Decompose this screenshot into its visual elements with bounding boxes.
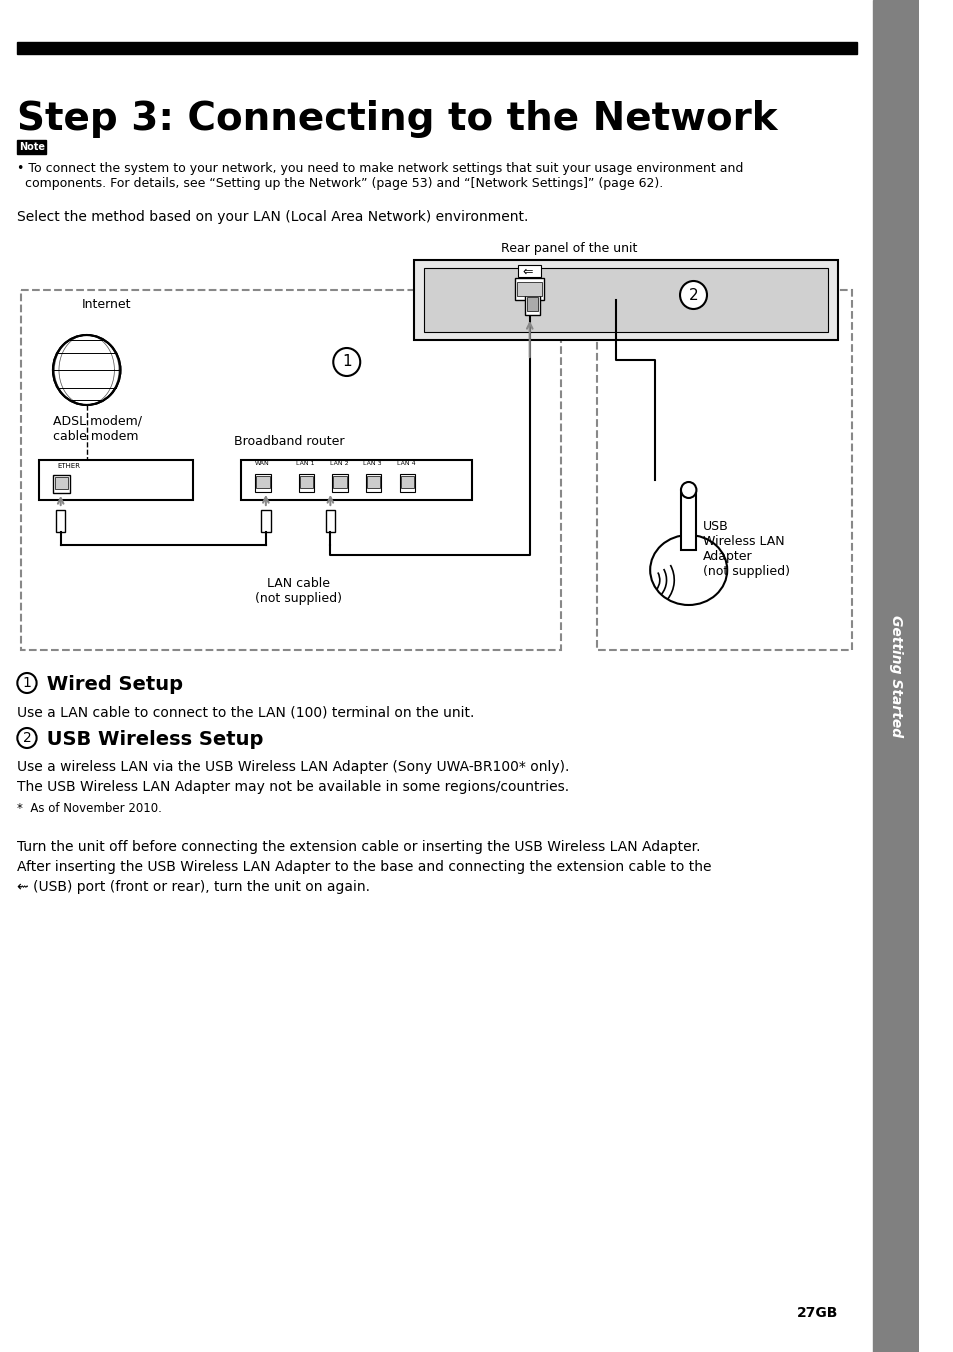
Bar: [56, 510, 66, 531]
Bar: [240, 460, 472, 500]
Bar: [517, 265, 540, 277]
Text: WAN: WAN: [254, 461, 269, 466]
Text: Note: Note: [19, 142, 45, 151]
Bar: [423, 268, 827, 333]
Circle shape: [17, 727, 36, 748]
Text: The USB Wireless LAN Adapter may not be available in some regions/countries.: The USB Wireless LAN Adapter may not be …: [17, 780, 569, 794]
Bar: [21, 289, 560, 650]
Bar: [399, 475, 415, 492]
Text: Use a wireless LAN via the USB Wireless LAN Adapter (Sony UWA-BR100* only).: Use a wireless LAN via the USB Wireless …: [17, 760, 569, 773]
Text: Getting Started: Getting Started: [888, 615, 902, 737]
Text: Turn the unit off before connecting the extension cable or inserting the USB Wir: Turn the unit off before connecting the …: [17, 840, 700, 854]
Text: Select the method based on your LAN (Local Area Network) environment.: Select the method based on your LAN (Loc…: [17, 210, 528, 224]
Bar: [299, 476, 313, 488]
Text: • To connect the system to your network, you need to make network settings that : • To connect the system to your network,…: [17, 162, 743, 191]
Bar: [38, 460, 193, 500]
Text: 2: 2: [688, 288, 698, 303]
Circle shape: [17, 673, 36, 694]
Bar: [298, 475, 314, 492]
Text: 2: 2: [23, 731, 31, 745]
Text: After inserting the USB Wireless LAN Adapter to the base and connecting the exte: After inserting the USB Wireless LAN Ada…: [17, 860, 711, 873]
Text: 1: 1: [23, 676, 31, 690]
Bar: [597, 289, 852, 650]
Bar: [17, 141, 46, 154]
Bar: [261, 510, 271, 531]
Bar: [17, 42, 857, 54]
Text: ETHER: ETHER: [58, 462, 81, 469]
Bar: [333, 476, 346, 488]
Text: Wired Setup: Wired Setup: [40, 675, 183, 694]
Text: ADSL modem/
cable modem: ADSL modem/ cable modem: [53, 415, 142, 443]
Bar: [414, 260, 837, 339]
Bar: [366, 475, 381, 492]
Bar: [526, 297, 537, 311]
Bar: [524, 295, 539, 315]
Text: LAN cable
(not supplied): LAN cable (not supplied): [254, 577, 342, 604]
Bar: [680, 489, 696, 550]
Text: Step 3: Connecting to the Network: Step 3: Connecting to the Network: [17, 100, 777, 138]
Text: USB Wireless Setup: USB Wireless Setup: [40, 730, 264, 749]
Bar: [255, 475, 271, 492]
Text: 1: 1: [341, 354, 352, 369]
Text: Internet: Internet: [82, 297, 132, 311]
Bar: [53, 475, 71, 493]
Bar: [517, 283, 541, 296]
Bar: [325, 510, 335, 531]
Text: Broadband router: Broadband router: [233, 435, 344, 448]
Text: *  As of November 2010.: * As of November 2010.: [17, 802, 162, 815]
Bar: [400, 476, 414, 488]
Text: LAN 2: LAN 2: [330, 461, 348, 466]
Bar: [256, 476, 270, 488]
Text: ⇐: ⇐: [522, 265, 533, 279]
Bar: [515, 279, 543, 300]
Bar: [872, 0, 918, 1352]
Ellipse shape: [680, 483, 696, 498]
Bar: [332, 475, 347, 492]
Bar: [55, 477, 69, 489]
Text: Rear panel of the unit: Rear panel of the unit: [500, 242, 637, 256]
Text: LAN 1: LAN 1: [295, 461, 314, 466]
Ellipse shape: [650, 535, 726, 604]
Text: ⇜ (USB) port (front or rear), turn the unit on again.: ⇜ (USB) port (front or rear), turn the u…: [17, 880, 370, 894]
Text: USB
Wireless LAN
Adapter
(not supplied): USB Wireless LAN Adapter (not supplied): [702, 521, 789, 579]
Text: Use a LAN cable to connect to the LAN (100) terminal on the unit.: Use a LAN cable to connect to the LAN (1…: [17, 704, 475, 719]
Circle shape: [53, 335, 120, 406]
Text: LAN 3: LAN 3: [363, 461, 381, 466]
Circle shape: [679, 281, 706, 310]
Bar: [367, 476, 380, 488]
Circle shape: [333, 347, 360, 376]
Text: 27GB: 27GB: [796, 1306, 837, 1320]
Text: LAN 4: LAN 4: [396, 461, 416, 466]
